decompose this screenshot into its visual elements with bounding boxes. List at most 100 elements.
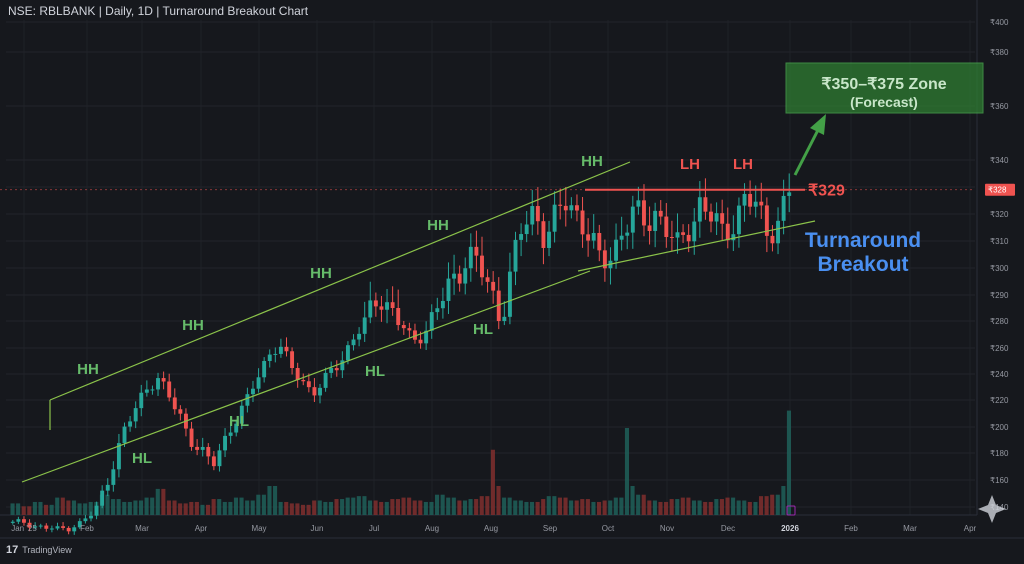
- candle-body: [619, 235, 624, 240]
- candle-body: [552, 204, 557, 232]
- candle-body: [223, 435, 228, 451]
- candle-body: [401, 325, 406, 329]
- volume-bar: [725, 497, 730, 515]
- candle-body: [100, 490, 105, 506]
- candle-body: [580, 210, 585, 235]
- candle-body: [480, 255, 484, 278]
- candle-body: [167, 381, 172, 398]
- volume-bar: [619, 497, 624, 515]
- range-support-line: [577, 220, 816, 272]
- volume-bar: [390, 499, 395, 515]
- volume-bar: [10, 503, 15, 515]
- y-tick-label: ₹290: [990, 291, 1009, 300]
- volume-bar: [457, 500, 462, 515]
- volume-bar: [502, 497, 507, 515]
- y-tick-label: ₹340: [990, 156, 1009, 165]
- volume-bar: [636, 494, 641, 515]
- channel-upper-line: [49, 161, 631, 401]
- candle-body: [323, 372, 328, 388]
- volume-bar: [691, 500, 697, 515]
- volume-bar: [658, 501, 663, 515]
- candle-body: [681, 232, 686, 235]
- tradingview-brand: TradingView: [22, 545, 72, 555]
- volume-bar: [697, 500, 702, 515]
- last-price-tag-bg: [985, 183, 1015, 196]
- candle-body: [781, 195, 786, 221]
- lh-label: LH: [680, 156, 700, 173]
- volume-bar: [764, 496, 769, 515]
- y-tick-label: ₹380: [990, 48, 1009, 57]
- candle-body: [446, 278, 451, 301]
- candle-body: [742, 193, 747, 206]
- candle-body: [38, 525, 43, 527]
- tradingview-footer[interactable]: 17 TradingView: [6, 544, 72, 556]
- volume-bar: [384, 501, 389, 515]
- volume-bar: [122, 501, 127, 515]
- candle-body: [345, 345, 350, 361]
- candle-body: [653, 210, 658, 231]
- candle-body: [128, 421, 133, 427]
- volume-bar: [462, 500, 468, 515]
- candle-body: [334, 368, 339, 371]
- candle-body: [669, 236, 674, 238]
- volume-bar: [418, 500, 423, 515]
- volume-bar: [351, 497, 356, 515]
- x-tick-label: Dec: [721, 524, 735, 533]
- candle-body: [614, 239, 619, 261]
- candle-body: [602, 250, 607, 269]
- volume-bar: [138, 500, 144, 515]
- candle-body: [217, 450, 222, 467]
- volume-bar: [49, 504, 54, 515]
- volume-bar: [446, 497, 451, 515]
- candle-body: [329, 368, 334, 373]
- volume-bar: [401, 497, 406, 515]
- volume-bar: [367, 500, 373, 515]
- volume-bar: [529, 501, 535, 515]
- volume-bar: [38, 501, 43, 515]
- candle-body: [111, 469, 116, 485]
- candle-body: [418, 339, 423, 344]
- candle-body: [94, 505, 99, 516]
- candle-body: [413, 330, 417, 340]
- volume-bar: [328, 501, 333, 515]
- x-tick-label: Nov: [660, 524, 674, 533]
- candle-body: [709, 211, 713, 222]
- volume-bar: [256, 494, 261, 515]
- candle-body: [89, 515, 93, 519]
- candle-body: [267, 354, 272, 362]
- candle-body: [161, 378, 166, 382]
- x-tick-label: Aug: [484, 524, 498, 533]
- candle-body: [519, 234, 524, 240]
- candle-body: [44, 525, 49, 529]
- volume-bar: [323, 501, 328, 515]
- y-tick-label: ₹260: [990, 344, 1009, 353]
- volume-bar: [267, 486, 272, 515]
- candle-body: [424, 330, 429, 344]
- volume-bar: [250, 500, 255, 515]
- forecast-arrow-head: [810, 114, 826, 135]
- volume-bar: [150, 497, 155, 515]
- volume-bar: [664, 501, 669, 515]
- x-tick-label: Jul: [369, 524, 379, 533]
- volume-bar: [239, 497, 244, 515]
- y-tick-label: ₹180: [990, 449, 1009, 458]
- candle-body: [189, 428, 194, 447]
- candle-body: [156, 378, 160, 390]
- candle-body: [692, 221, 697, 242]
- candle-body: [703, 197, 708, 212]
- volume-bar: [412, 500, 417, 515]
- candle-body: [457, 273, 462, 284]
- x-tick-label: Feb: [80, 524, 94, 533]
- x-tick-label: Sep: [543, 524, 558, 533]
- hl-label: HL: [473, 321, 493, 338]
- candle-body: [200, 446, 205, 450]
- candle-body: [150, 389, 155, 391]
- volume-bar: [32, 501, 37, 515]
- volume-bar: [435, 494, 440, 515]
- candle-body: [301, 380, 306, 382]
- volume-bar: [345, 497, 350, 515]
- hh-label: HH: [427, 217, 449, 234]
- target-zone-label-2: (Forecast): [850, 94, 918, 110]
